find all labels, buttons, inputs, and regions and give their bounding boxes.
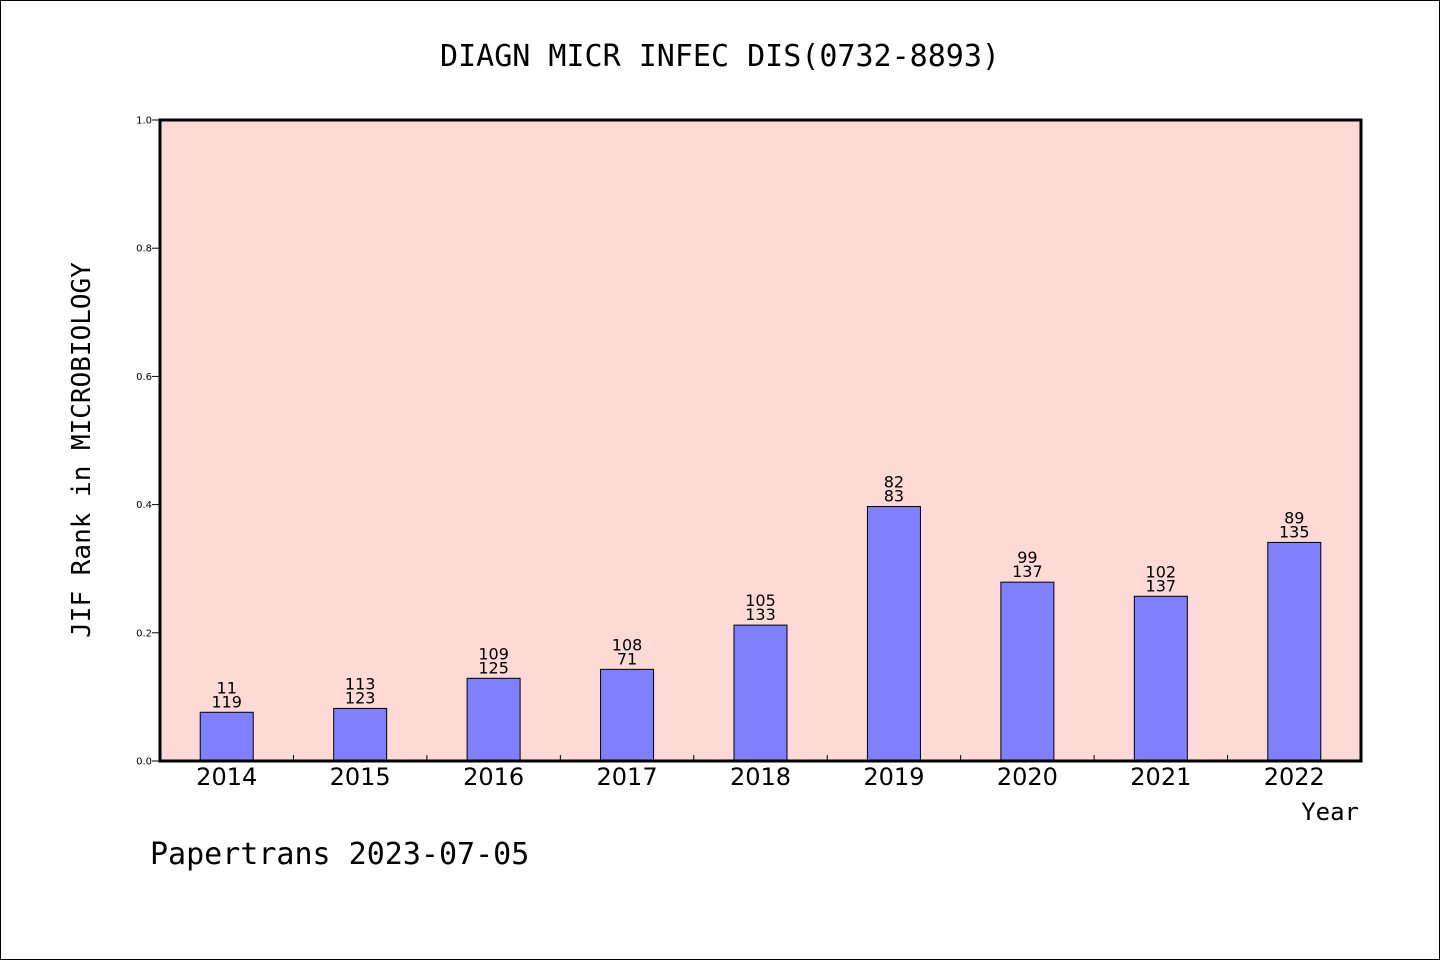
chart-title: DIAGN MICR INFEC DIS(0732-8893) <box>440 39 1000 74</box>
y-ticks-group: 0.0 0.2 0.4 0.6 0.8 1.0 <box>136 116 160 768</box>
y-tick-label: 0.2 <box>136 628 152 639</box>
x-tick-label: 2014 <box>196 763 257 791</box>
bar-2020 <box>1000 581 1055 762</box>
data-label-rank: 99 <box>1017 548 1037 567</box>
data-label-rank: 89 <box>1284 508 1304 527</box>
data-label-rank: 113 <box>345 674 376 693</box>
x-tick-label: 2020 <box>997 763 1058 791</box>
y-tick-label: 0.4 <box>136 500 152 511</box>
data-label-rank: 102 <box>1146 562 1177 581</box>
data-label-total: 119 <box>211 692 242 711</box>
bar-2015 <box>333 707 388 762</box>
x-ticks-group: 2014 2015 2016 2017 2018 2019 2020 2021 2022 <box>196 755 1325 791</box>
x-tick-label: 2015 <box>330 763 391 791</box>
x-tick-label: 2016 <box>463 763 524 791</box>
data-label-rank: 105 <box>745 591 776 610</box>
data-label-rank: 11 <box>217 678 237 697</box>
x-axis-label: Year <box>1301 798 1359 826</box>
plot-border <box>158 118 1363 763</box>
bar-2016 <box>466 677 521 762</box>
data-label-total: 137 <box>1012 562 1043 581</box>
data-label-total: 125 <box>478 658 509 677</box>
y-axis-label: JIF Rank in MICROBIOLOGY <box>67 262 97 638</box>
y-tick-label: 0.6 <box>136 372 152 383</box>
data-label-total: 133 <box>745 605 776 624</box>
bar-2018 <box>733 624 788 762</box>
bar-2022 <box>1267 541 1322 762</box>
data-label-rank: 108 <box>612 635 643 654</box>
data-label-rank: 82 <box>884 473 904 492</box>
data-label-total: 83 <box>884 487 904 506</box>
data-label-rank: 109 <box>478 644 509 663</box>
bar-2017 <box>600 668 655 762</box>
footer-text: Papertrans 2023-07-05 <box>150 837 529 872</box>
y-tick-label: 1.0 <box>136 116 152 127</box>
data-label-total: 137 <box>1146 576 1177 595</box>
bar-2021 <box>1133 595 1188 762</box>
data-label-total: 123 <box>345 688 376 707</box>
bars-group <box>199 506 1322 762</box>
x-tick-label: 2022 <box>1264 763 1325 791</box>
y-tick-label: 0.0 <box>136 757 152 768</box>
bar-2019 <box>866 506 921 762</box>
x-tick-label: 2017 <box>597 763 658 791</box>
y-tick-label: 0.8 <box>136 244 152 255</box>
x-tick-label: 2021 <box>1130 763 1191 791</box>
x-tick-label: 2018 <box>730 763 791 791</box>
x-tick-label: 2019 <box>863 763 924 791</box>
data-label-total: 71 <box>617 649 637 668</box>
bar-2014 <box>199 711 254 762</box>
data-label-total: 135 <box>1279 522 1310 541</box>
